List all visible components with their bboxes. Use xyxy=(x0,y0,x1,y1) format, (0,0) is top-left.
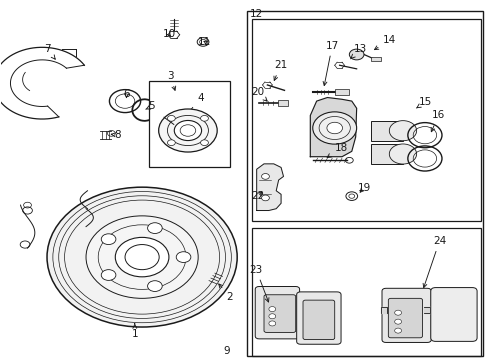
Bar xyxy=(149,81,229,167)
Bar xyxy=(277,100,288,106)
Text: 15: 15 xyxy=(416,97,431,108)
Text: 17: 17 xyxy=(323,41,338,86)
FancyBboxPatch shape xyxy=(381,288,430,342)
Circle shape xyxy=(200,116,208,121)
Circle shape xyxy=(326,122,342,134)
Text: 16: 16 xyxy=(430,111,444,132)
Polygon shape xyxy=(380,307,386,313)
Bar xyxy=(370,121,402,140)
Text: 11: 11 xyxy=(198,37,211,46)
Circle shape xyxy=(268,307,275,312)
Circle shape xyxy=(394,310,401,315)
Text: 8: 8 xyxy=(111,130,121,140)
FancyBboxPatch shape xyxy=(255,287,299,339)
Circle shape xyxy=(176,252,190,262)
Circle shape xyxy=(268,321,275,326)
Text: 6: 6 xyxy=(123,89,129,99)
FancyBboxPatch shape xyxy=(387,298,422,338)
Circle shape xyxy=(125,244,159,270)
Circle shape xyxy=(388,144,416,164)
Bar xyxy=(251,228,480,356)
Text: 23: 23 xyxy=(249,265,268,302)
Circle shape xyxy=(180,125,195,136)
FancyBboxPatch shape xyxy=(264,295,295,332)
Text: 20: 20 xyxy=(251,87,266,101)
Circle shape xyxy=(394,328,401,333)
Circle shape xyxy=(158,109,217,152)
Circle shape xyxy=(394,319,401,324)
Circle shape xyxy=(174,121,201,140)
Circle shape xyxy=(147,223,162,234)
Circle shape xyxy=(47,187,237,327)
Circle shape xyxy=(101,270,116,280)
Circle shape xyxy=(101,234,116,244)
Polygon shape xyxy=(256,164,283,211)
Circle shape xyxy=(388,121,416,141)
FancyBboxPatch shape xyxy=(303,300,334,339)
Polygon shape xyxy=(423,307,429,313)
Text: 21: 21 xyxy=(273,60,286,80)
Circle shape xyxy=(261,195,269,201)
Text: 12: 12 xyxy=(249,9,262,19)
Circle shape xyxy=(200,140,208,145)
Text: 10: 10 xyxy=(162,30,175,39)
Circle shape xyxy=(115,237,168,277)
Text: 22: 22 xyxy=(250,191,264,201)
Text: 24: 24 xyxy=(422,236,445,288)
Bar xyxy=(251,19,480,221)
Text: 14: 14 xyxy=(374,35,396,50)
Text: 5: 5 xyxy=(145,102,155,112)
Circle shape xyxy=(147,281,162,292)
FancyBboxPatch shape xyxy=(430,288,476,341)
Text: 2: 2 xyxy=(218,284,233,302)
Text: 9: 9 xyxy=(223,346,229,356)
Text: 3: 3 xyxy=(167,71,175,90)
Text: 19: 19 xyxy=(357,183,370,193)
Bar xyxy=(370,144,402,164)
Text: 4: 4 xyxy=(181,93,203,122)
Circle shape xyxy=(167,140,175,145)
Bar xyxy=(334,89,348,95)
Text: 18: 18 xyxy=(326,143,347,157)
Circle shape xyxy=(319,117,349,139)
Text: 13: 13 xyxy=(350,44,366,59)
Circle shape xyxy=(261,174,269,179)
Text: 7: 7 xyxy=(43,44,55,59)
Circle shape xyxy=(312,112,356,144)
Circle shape xyxy=(167,116,175,121)
Text: 1: 1 xyxy=(131,324,138,339)
Polygon shape xyxy=(310,98,356,157)
Circle shape xyxy=(268,314,275,319)
FancyBboxPatch shape xyxy=(296,292,340,344)
Bar xyxy=(246,12,483,356)
Bar xyxy=(370,57,380,61)
Circle shape xyxy=(86,216,198,298)
Circle shape xyxy=(348,49,363,60)
